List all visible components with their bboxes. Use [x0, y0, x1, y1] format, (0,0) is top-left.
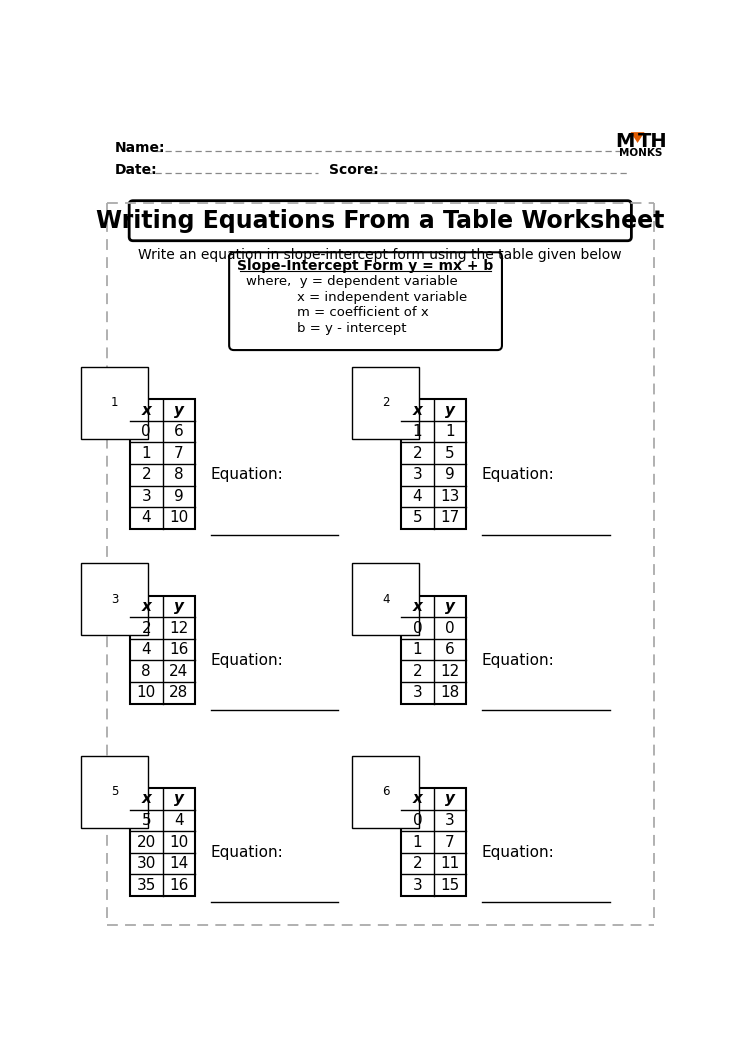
Text: y: y	[174, 598, 184, 614]
Text: 8: 8	[174, 467, 183, 482]
Text: 10: 10	[137, 686, 156, 700]
FancyBboxPatch shape	[229, 252, 502, 350]
Text: 4: 4	[174, 813, 183, 828]
Text: 5: 5	[111, 785, 118, 798]
Text: 7: 7	[445, 835, 455, 849]
Text: 13: 13	[440, 489, 460, 504]
Text: 30: 30	[137, 856, 156, 872]
Text: Slope-Intercept Form y = mx + b: Slope-Intercept Form y = mx + b	[237, 259, 493, 273]
Text: 3: 3	[413, 467, 422, 482]
Text: Writing Equations From a Table Worksheet: Writing Equations From a Table Worksheet	[96, 210, 665, 233]
Text: 2: 2	[413, 856, 422, 872]
Text: y: y	[445, 792, 455, 806]
Text: 15: 15	[441, 878, 459, 892]
Text: where,  y = dependent variable: where, y = dependent variable	[246, 275, 458, 289]
Text: Equation:: Equation:	[482, 845, 554, 860]
Text: 4: 4	[142, 510, 151, 525]
Text: 0: 0	[413, 813, 422, 828]
Text: TH: TH	[637, 132, 667, 151]
Text: x: x	[413, 402, 422, 418]
Text: 3: 3	[111, 592, 118, 606]
Text: x: x	[413, 792, 422, 806]
Text: x = independent variable: x = independent variable	[246, 291, 467, 303]
Text: 2: 2	[142, 467, 151, 482]
Text: 10: 10	[169, 835, 188, 849]
Text: 7: 7	[174, 446, 183, 461]
Text: Equation:: Equation:	[211, 845, 283, 860]
Text: 2: 2	[413, 664, 422, 678]
Text: 1: 1	[413, 643, 422, 657]
Text: 24: 24	[169, 664, 188, 678]
Text: 35: 35	[137, 878, 156, 892]
Text: 16: 16	[169, 878, 188, 892]
Text: Equation:: Equation:	[211, 467, 283, 482]
Text: 6: 6	[445, 643, 455, 657]
Text: 3: 3	[413, 878, 422, 892]
Text: x: x	[141, 402, 151, 418]
Text: y: y	[174, 402, 184, 418]
Text: 5: 5	[142, 813, 151, 828]
Bar	[130, 399, 195, 529]
Text: 2: 2	[382, 396, 390, 410]
Text: 0: 0	[142, 424, 151, 439]
Text: 4: 4	[382, 592, 390, 606]
Text: 4: 4	[142, 643, 151, 657]
Text: 4: 4	[413, 489, 422, 504]
Text: x: x	[413, 598, 422, 614]
Text: 1: 1	[445, 424, 455, 439]
Text: x: x	[141, 792, 151, 806]
Text: 3: 3	[445, 813, 455, 828]
Text: 28: 28	[169, 686, 188, 700]
Text: 0: 0	[445, 621, 455, 635]
Text: 9: 9	[445, 467, 455, 482]
Text: Write an equation in slope-intercept form using the table given below: Write an equation in slope-intercept for…	[139, 248, 622, 261]
Text: y: y	[445, 402, 455, 418]
Text: 1: 1	[142, 446, 151, 461]
Text: 9: 9	[174, 489, 184, 504]
Text: y: y	[174, 792, 184, 806]
Text: 6: 6	[382, 785, 390, 798]
Text: 12: 12	[169, 621, 188, 635]
Text: x: x	[141, 598, 151, 614]
Polygon shape	[631, 132, 645, 143]
Text: Date:: Date:	[114, 163, 157, 177]
Text: y: y	[445, 598, 455, 614]
Text: 16: 16	[169, 643, 188, 657]
Text: Equation:: Equation:	[482, 653, 554, 668]
Text: 1: 1	[413, 424, 422, 439]
Bar	[130, 595, 195, 704]
Text: Equation:: Equation:	[211, 653, 283, 668]
Text: Equation:: Equation:	[482, 467, 554, 482]
Text: 3: 3	[141, 489, 151, 504]
Bar	[401, 789, 466, 896]
Text: Score:: Score:	[329, 163, 379, 177]
Text: 14: 14	[169, 856, 188, 872]
Text: 5: 5	[445, 446, 455, 461]
Text: m = coefficient of x: m = coefficient of x	[246, 307, 429, 319]
Text: 6: 6	[174, 424, 184, 439]
Bar	[401, 595, 466, 704]
FancyBboxPatch shape	[129, 201, 631, 240]
Bar	[401, 399, 466, 529]
Text: 17: 17	[441, 510, 459, 525]
Text: 2: 2	[413, 446, 422, 461]
Bar	[130, 789, 195, 896]
Text: 0: 0	[413, 621, 422, 635]
Text: 12: 12	[441, 664, 459, 678]
Text: Name:: Name:	[114, 142, 165, 155]
Text: 8: 8	[142, 664, 151, 678]
Text: 1: 1	[111, 396, 118, 410]
Text: 18: 18	[441, 686, 459, 700]
Text: 10: 10	[169, 510, 188, 525]
Text: 5: 5	[413, 510, 422, 525]
Text: b = y - intercept: b = y - intercept	[246, 321, 407, 335]
Text: 11: 11	[441, 856, 459, 872]
Text: M: M	[615, 132, 634, 151]
Text: 1: 1	[413, 835, 422, 849]
Text: 2: 2	[142, 621, 151, 635]
Text: 3: 3	[413, 686, 422, 700]
Text: 20: 20	[137, 835, 156, 849]
Text: MONKS: MONKS	[619, 148, 663, 158]
